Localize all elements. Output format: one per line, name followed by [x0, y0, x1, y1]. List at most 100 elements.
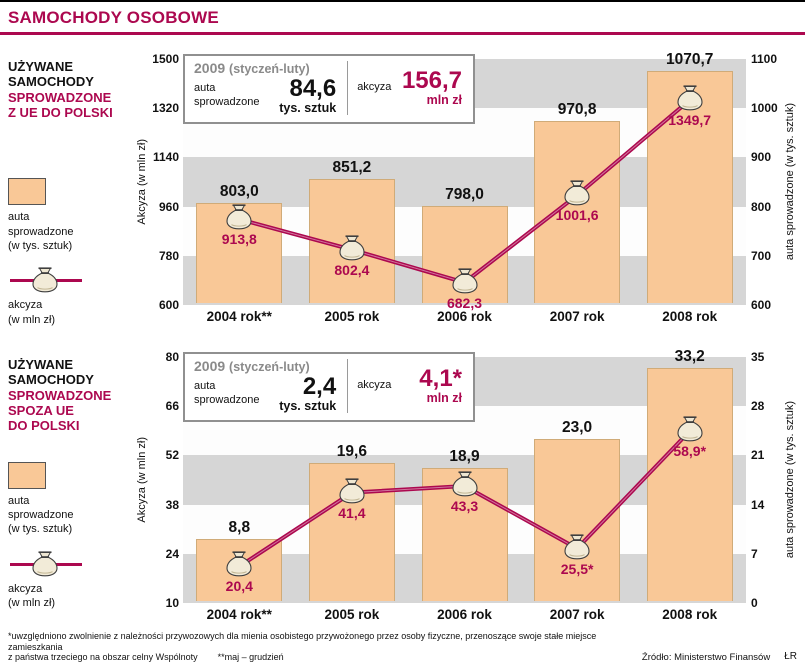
bar-legend-label: (w tys. sztuk): [8, 523, 73, 536]
x-axis-label: 2008 rok: [662, 309, 718, 324]
chart-title-line-accent: DO POLSKI: [8, 418, 80, 434]
moneybag-marker: [222, 204, 256, 230]
left-axis-ticks: 1500 1320 1140 960 780 600: [149, 52, 183, 312]
line-legend-label: akcyza: [8, 582, 43, 595]
moneybag-icon: [226, 551, 252, 577]
inset-excise-value: 4,1* mln zł: [419, 364, 462, 405]
footnote-3: **maj – grudzień: [217, 652, 284, 663]
x-axis-label: 2005 rok: [324, 607, 380, 622]
plot-noneu: 8,8 19,6 18,9 23,0 33,2 20,4 41,4 43,3 25,5* 58,9…: [183, 348, 746, 603]
line-value-label: 25,5*: [560, 560, 594, 577]
bar-legend-label: (w tys. sztuk): [8, 239, 73, 252]
source-credit: Źródło: Ministerstwo Finansów: [641, 651, 771, 663]
right-tick: 7: [751, 546, 758, 561]
left-tick: 24: [165, 546, 179, 561]
moneybag-icon: [677, 85, 703, 111]
right-tick: 0: [751, 596, 758, 610]
bar-value-label: 851,2: [332, 159, 372, 177]
bar-value-label: 803,0: [219, 183, 259, 201]
plot-eu: 803,0 851,2 798,0 970,8 1070,7 913,8 802,4 682,…: [183, 51, 746, 311]
chart-eu-sidebar: UŻYWANE SAMOCHODY SPROWADZONE Z UE DO POLSK…: [8, 45, 134, 327]
line-value-label: 682,3: [446, 294, 483, 311]
bar-2008: [646, 367, 733, 601]
chart-title-line-accent: Z UE DO POLSKI: [8, 104, 113, 120]
plot-area-eu: 803,0 851,2 798,0 970,8 1070,7 913,8 802,4 682,…: [183, 51, 746, 329]
bar-legend-label: sprowadzone: [8, 508, 74, 521]
bar-value-label: 798,0: [445, 185, 484, 203]
left-tick: 1320: [152, 101, 179, 116]
inset-divider: [347, 359, 349, 414]
inset-divider: [347, 61, 349, 116]
moneybag-icon: [32, 267, 58, 293]
left-tick: 10: [165, 596, 179, 610]
inset-cars-value: 84,6 tys. sztuk: [279, 75, 337, 116]
line-legend-sample: [8, 265, 96, 295]
right-tick: 1000: [751, 101, 778, 116]
left-tick: 1500: [152, 52, 179, 66]
bar-value-label: 33,2: [674, 347, 705, 365]
moneybag-marker: [448, 471, 482, 497]
chart-title-line: UŻYWANE: [8, 59, 73, 74]
moneybag-icon: [451, 471, 478, 497]
chart-eu-legend: auta sprowadzone (w tys. sztuk) akcyza (w ml…: [8, 178, 134, 326]
footer-right: Źródło: Ministerstwo Finansów ŁR: [642, 651, 797, 663]
right-tick: 14: [751, 497, 765, 512]
line-value-label: 802,4: [334, 261, 370, 278]
footnotes: *uwzględniono zwolnienie z należności pr…: [8, 631, 642, 663]
bar-value-label: 970,8: [557, 100, 597, 118]
chart-noneu-legend: auta sprowadzone (w tys. sztuk) akcyza (w ml…: [8, 461, 134, 610]
moneybag-icon: [339, 478, 365, 503]
footnote-2: z państwa trzeciego na obszar celny Wspó…: [8, 652, 284, 663]
chart-title-line-accent: SPOZA UE: [8, 402, 74, 418]
line-legend-label: (w mln zł): [8, 596, 56, 609]
chart-noneu-title: UŻYWANE SAMOCHODY SPROWADZONE SPOZA UE DO PO…: [8, 357, 134, 434]
x-axis-label: 2005 rok: [324, 309, 380, 324]
left-tick: 66: [165, 399, 179, 414]
top-border: [0, 0, 805, 2]
footer: *uwzględniono zwolnienie z należności pr…: [8, 631, 797, 663]
line-value-label: 58,9*: [673, 443, 707, 460]
chart-title-line: SAMOCHODY: [8, 74, 94, 90]
bar-value-label: 19,6: [336, 443, 367, 461]
line-value-label: 913,8: [221, 231, 257, 248]
left-tick: 52: [165, 448, 179, 463]
left-axis-label: Akcyza (w mln zł): [135, 437, 148, 523]
bar-legend-label: auta: [8, 211, 30, 224]
bar-2007: [534, 120, 621, 303]
bar-legend-swatch: [8, 461, 46, 489]
line-legend-sample: [8, 549, 96, 579]
chart-title-line: UŻYWANE: [8, 357, 73, 372]
right-axis-ticks: 1100 1000 900 800 700 600: [746, 52, 782, 312]
right-tick: 800: [751, 199, 772, 214]
x-axis-label: 2004 rok**: [206, 607, 272, 622]
line-value-label: 20,4: [225, 578, 253, 595]
bar-value-label: 18,9: [449, 448, 480, 466]
x-axis-labels: 2004 rok** 2005 rok 2006 rok 2007 rok 2008 r…: [183, 603, 746, 627]
x-axis-label: 2006 rok: [437, 607, 492, 622]
right-tick: 21: [751, 448, 765, 463]
moneybag-marker: [335, 478, 369, 504]
moneybag-marker: [448, 267, 482, 294]
right-tick: 900: [751, 150, 772, 165]
inset-2009-box: 2009 (styczeń-luty) auta sprowadzone 84,6…: [183, 54, 475, 125]
bar-value-label: 1070,7: [665, 51, 714, 69]
inset-excise-label: akcyza: [357, 81, 392, 94]
moneybag-marker: [673, 85, 707, 111]
x-axis-labels: 2004 rok** 2005 rok 2006 rok 2007 rok 2008 r…: [183, 305, 746, 329]
moneybag-icon: [677, 416, 703, 442]
left-tick: 38: [165, 497, 179, 512]
right-tick: 600: [751, 298, 772, 312]
right-tick: 1100: [751, 52, 778, 66]
page-title: SAMOCHODY OSOBOWE: [8, 8, 219, 27]
left-tick: 80: [165, 350, 179, 364]
left-tick: 1140: [152, 150, 179, 165]
moneybag-icon: [339, 235, 365, 261]
inset-left-cell: 2009 (styczeń-luty) auta sprowadzone 2,4 …: [194, 358, 338, 414]
moneybag-marker: [335, 235, 369, 261]
title-underline: [0, 32, 805, 35]
line-value-label: 43,3: [450, 497, 479, 514]
x-axis-label: 2006 rok: [437, 309, 492, 324]
line-value-label: 41,4: [338, 504, 366, 521]
chart-title-line-accent: SPROWADZONE: [8, 89, 112, 105]
